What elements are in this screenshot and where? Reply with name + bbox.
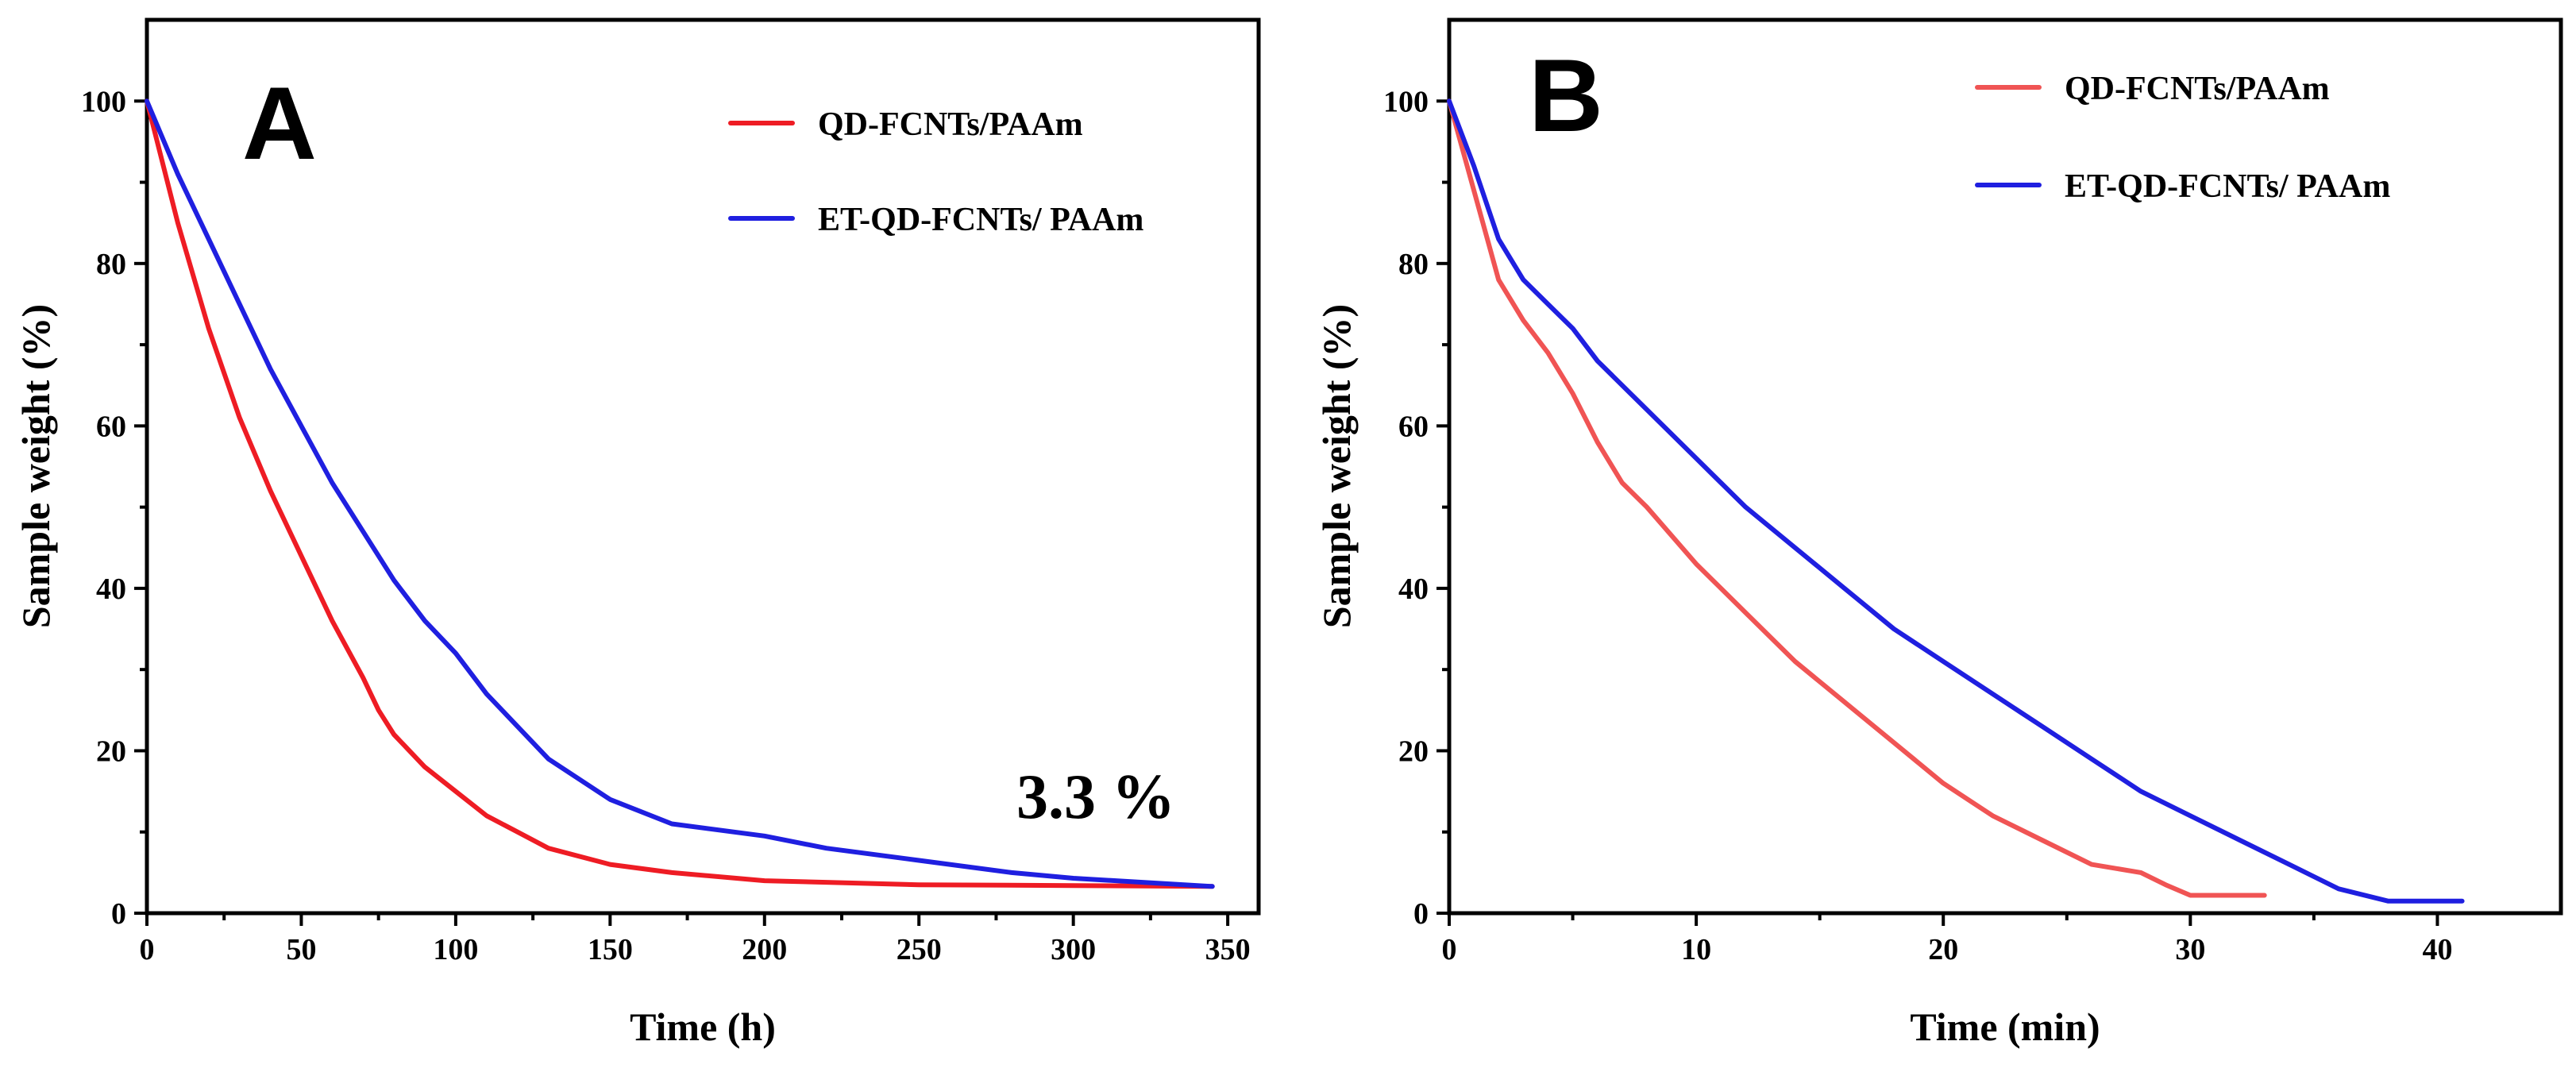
- series-lines-b: [1447, 98, 2465, 904]
- y-tick-label-b-20: 20: [1398, 735, 1429, 768]
- x-tick-label-b-30: 30: [2175, 933, 2205, 966]
- series-lines-a: [145, 98, 1215, 889]
- y-axis-label-a: Sample weight (%): [13, 304, 58, 628]
- y-tick-label-a-60: 60: [96, 410, 126, 443]
- series-line-a-et-qd-fcnts: [145, 98, 1215, 889]
- y-tick-label-b-0: 0: [1413, 897, 1429, 931]
- x-tick-label-a-0: 0: [140, 933, 155, 966]
- y-tick-label-a-20: 20: [96, 735, 126, 768]
- panel-a: 0 50 100 150 200 250 300 350 0 20 40 60 80 100 A QD-…: [13, 17, 1261, 1049]
- panel-b: 0 10 20 30 40 0 20 40 60 80 100 B QD-FCNTs/PAAm E…: [1314, 17, 2563, 1049]
- plot-frame-a: [145, 17, 1261, 916]
- panel-label-b: B: [1529, 37, 1603, 153]
- x-tick-label-b-40: 40: [2422, 933, 2452, 966]
- annotation-final-weight: 3.3 %: [1016, 762, 1175, 832]
- legend-label-qd-fcnts-b: QD-FCNTs/PAAm: [2065, 71, 2330, 107]
- legend-label-et-qd-fcnts: ET-QD-FCNTs/ PAAm: [818, 202, 1143, 238]
- y-axis-label-b: Sample weight (%): [1314, 304, 1359, 628]
- y-ticks-b: 0 20 40 60 80 100: [1383, 85, 1449, 931]
- y-tick-label-a-80: 80: [96, 248, 126, 281]
- x-tick-label-b-20: 20: [1928, 933, 1958, 966]
- y-tick-label-b-60: 60: [1398, 410, 1429, 443]
- y-tick-label-a-40: 40: [96, 573, 126, 606]
- x-tick-label-a-50: 50: [286, 933, 316, 966]
- legend-label-et-qd-fcnts-b: ET-QD-FCNTs/ PAAm: [2065, 168, 2390, 205]
- series-line-b-qd-fcnts: [1447, 98, 2267, 898]
- y-tick-label-a-0: 0: [111, 897, 126, 931]
- x-tick-label-a-350: 350: [1205, 933, 1251, 966]
- series-line-a-qd-fcnts: [145, 98, 1215, 889]
- legend-label-qd-fcnts: QD-FCNTs/PAAm: [818, 106, 1083, 143]
- x-tick-label-a-100: 100: [433, 933, 478, 966]
- x-axis-label-b: Time (min): [1910, 1005, 2100, 1049]
- series-line-b-et-qd-fcnts: [1447, 98, 2465, 904]
- y-tick-label-b-80: 80: [1398, 248, 1429, 281]
- y-ticks-a: 0 20 40 60 80 100: [81, 85, 147, 931]
- x-tick-label-a-300: 300: [1051, 933, 1096, 966]
- plot-frame-b: [1447, 17, 2563, 916]
- x-ticks-a: 0 50 100 150 200 250 300 350: [140, 913, 1251, 966]
- y-tick-label-a-100: 100: [81, 85, 126, 118]
- y-tick-label-b-40: 40: [1398, 573, 1429, 606]
- x-tick-label-b-0: 0: [1442, 933, 1457, 966]
- panel-label-a: A: [242, 65, 317, 181]
- x-tick-label-b-10: 10: [1681, 933, 1711, 966]
- x-ticks-b: 0 10 20 30 40: [1442, 913, 2452, 966]
- x-tick-label-a-150: 150: [588, 933, 633, 966]
- x-tick-label-a-250: 250: [897, 933, 942, 966]
- x-tick-label-a-200: 200: [742, 933, 787, 966]
- y-tick-label-b-100: 100: [1383, 85, 1429, 118]
- x-axis-label-a: Time (h): [630, 1005, 776, 1049]
